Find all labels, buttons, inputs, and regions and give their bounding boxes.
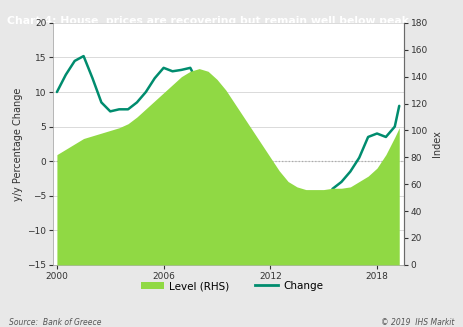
Text: Chart 4: House  prices are recovering but remain well below peak: Chart 4: House prices are recovering but… (7, 16, 408, 26)
Legend: Level (RHS), Change: Level (RHS), Change (136, 277, 327, 295)
Text: © 2019  IHS Markit: © 2019 IHS Markit (381, 318, 454, 327)
Y-axis label: Index: Index (431, 130, 441, 157)
Y-axis label: y/y Percentage Change: y/y Percentage Change (13, 87, 23, 200)
Text: Source:  Bank of Greece: Source: Bank of Greece (9, 318, 101, 327)
